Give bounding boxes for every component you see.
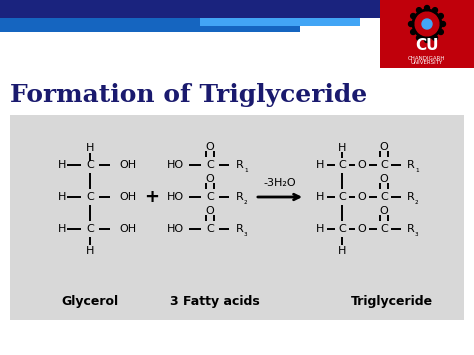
Text: O: O	[380, 206, 388, 216]
Text: HO: HO	[166, 160, 183, 170]
Bar	[10, 115, 464, 320]
Text: O: O	[357, 224, 366, 234]
Bar	[200, 18, 360, 26]
Text: ₂: ₂	[244, 197, 247, 206]
Text: R: R	[407, 160, 415, 170]
Text: O: O	[206, 174, 214, 184]
Bar	[380, 0, 474, 68]
Text: ₂: ₂	[415, 197, 419, 206]
Text: R: R	[236, 192, 244, 202]
Text: H: H	[86, 143, 94, 153]
Text: C: C	[380, 192, 388, 202]
Circle shape	[438, 13, 443, 18]
Circle shape	[417, 36, 421, 40]
Text: H: H	[338, 143, 346, 153]
Text: C: C	[206, 192, 214, 202]
Text: UNIVERSITY: UNIVERSITY	[411, 60, 443, 66]
Text: +: +	[145, 188, 159, 206]
Text: H: H	[338, 246, 346, 256]
Circle shape	[410, 13, 416, 18]
Text: R: R	[236, 224, 244, 234]
Text: CHANDIGARH: CHANDIGARH	[408, 55, 446, 60]
Text: R: R	[236, 160, 244, 170]
Bar	[0, 18, 300, 32]
Text: OH: OH	[119, 224, 136, 234]
Bar	[0, 0, 474, 18]
Text: R: R	[407, 192, 415, 202]
Text: ₃: ₃	[415, 229, 419, 237]
Circle shape	[425, 38, 429, 43]
Text: HO: HO	[166, 224, 183, 234]
Text: C: C	[338, 192, 346, 202]
Circle shape	[409, 22, 413, 27]
Text: C: C	[86, 224, 94, 234]
Text: 3 Fatty acids: 3 Fatty acids	[170, 295, 260, 308]
Text: C: C	[86, 192, 94, 202]
Text: OH: OH	[119, 160, 136, 170]
Text: ₁: ₁	[415, 164, 419, 174]
Text: O: O	[357, 192, 366, 202]
Circle shape	[440, 22, 446, 27]
Circle shape	[425, 5, 429, 11]
Text: ₃: ₃	[244, 229, 247, 237]
Text: Triglyceride: Triglyceride	[351, 295, 433, 308]
Text: R: R	[407, 224, 415, 234]
Text: C: C	[206, 224, 214, 234]
Text: H: H	[58, 224, 66, 234]
Text: O: O	[206, 142, 214, 152]
Text: C: C	[86, 160, 94, 170]
Text: O: O	[380, 142, 388, 152]
Text: C: C	[206, 160, 214, 170]
Circle shape	[432, 36, 438, 40]
Text: HO: HO	[166, 192, 183, 202]
Text: C: C	[380, 160, 388, 170]
Text: H: H	[316, 192, 324, 202]
Circle shape	[410, 29, 416, 34]
Text: H: H	[86, 246, 94, 256]
Text: Formation of Triglyceride: Formation of Triglyceride	[10, 83, 367, 107]
Text: O: O	[380, 174, 388, 184]
Text: -3H₂O: -3H₂O	[264, 178, 296, 188]
Text: O: O	[206, 206, 214, 216]
Circle shape	[417, 8, 421, 13]
Text: CU: CU	[415, 38, 439, 54]
Text: O: O	[357, 160, 366, 170]
Text: H: H	[58, 192, 66, 202]
Text: H: H	[316, 160, 324, 170]
Text: C: C	[338, 160, 346, 170]
Text: H: H	[58, 160, 66, 170]
Text: Glycerol: Glycerol	[62, 295, 118, 308]
Text: C: C	[338, 224, 346, 234]
Circle shape	[438, 29, 443, 34]
Text: OH: OH	[119, 192, 136, 202]
Circle shape	[422, 19, 432, 29]
Circle shape	[432, 8, 438, 13]
Text: ₁: ₁	[244, 164, 247, 174]
Text: H: H	[316, 224, 324, 234]
Text: C: C	[380, 224, 388, 234]
